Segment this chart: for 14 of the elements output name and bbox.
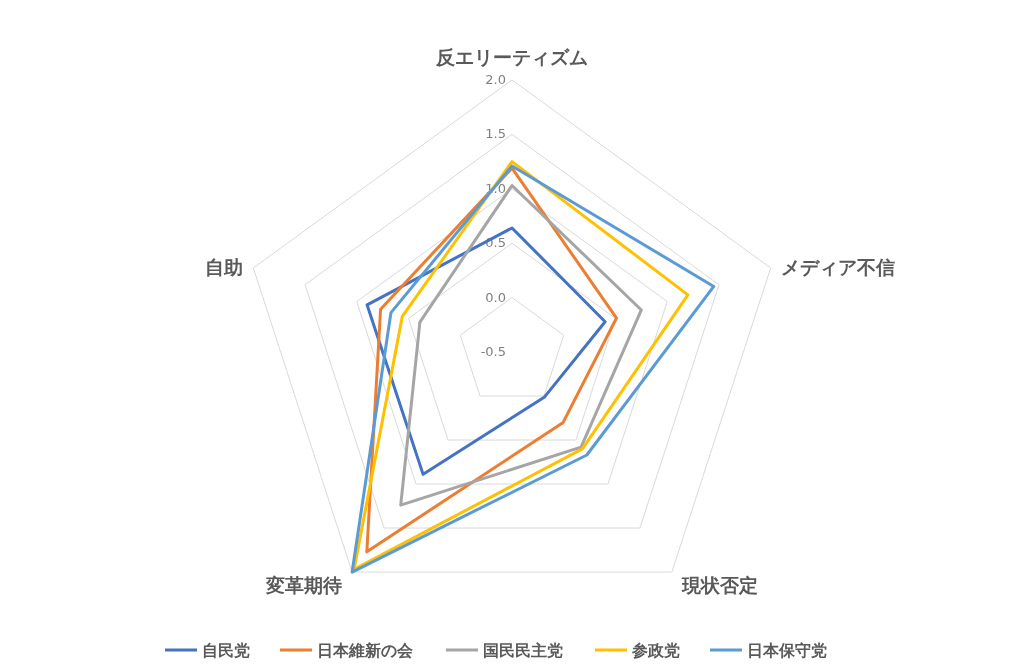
spoke-label: メディア不信 — [780, 255, 895, 278]
legend-label: 国民民主党 — [483, 641, 563, 660]
spoke-label: 現状否定 — [680, 574, 758, 597]
legend-label: 日本維新の会 — [317, 641, 414, 660]
y-tick-label: 0.0 — [485, 289, 506, 305]
y-tick-label: 1.5 — [485, 126, 506, 142]
spoke-label: 変革期待 — [265, 574, 343, 597]
y-tick-label: 2.0 — [485, 72, 506, 87]
legend-label: 日本保守党 — [747, 641, 827, 660]
spoke-label: 自助 — [205, 255, 244, 278]
legend-label: 参政党 — [631, 641, 680, 660]
y-tick-label: -0.5 — [480, 344, 506, 359]
spoke-label: 反エリーティズム — [435, 46, 588, 68]
legend-label: 自民党 — [202, 641, 250, 660]
